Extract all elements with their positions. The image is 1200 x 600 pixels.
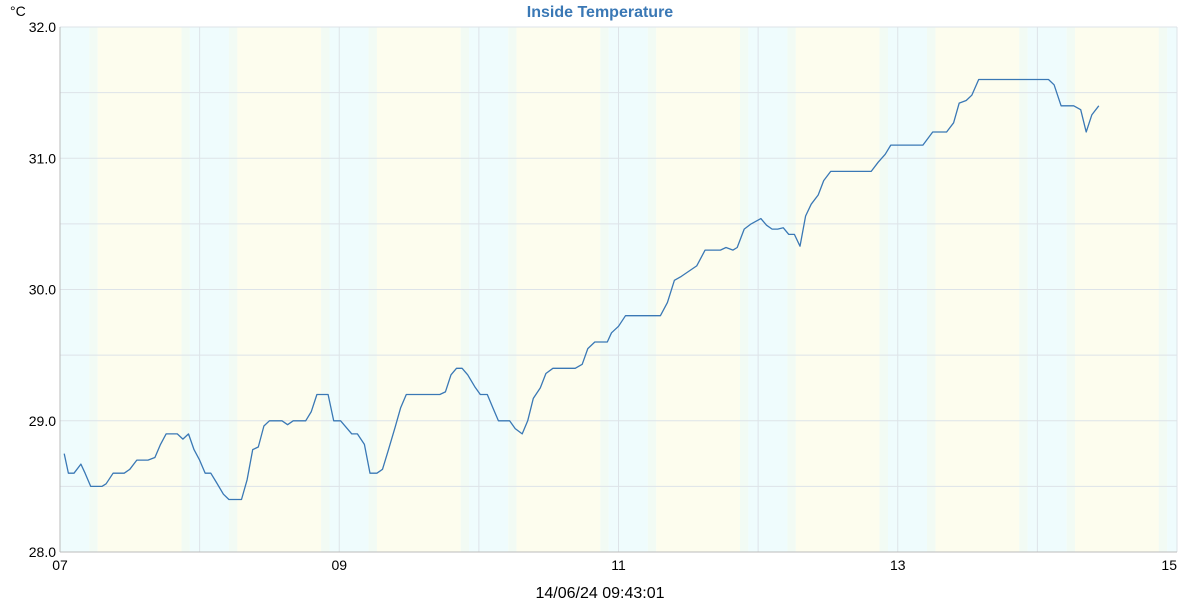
y-axis-unit-label: °C — [10, 3, 26, 19]
y-tick-label: 31.0 — [29, 150, 56, 166]
x-tick-label: 11 — [611, 557, 626, 573]
x-tick-label: 15 — [1161, 557, 1177, 573]
axes — [59, 27, 1177, 553]
y-tick-label: 30.0 — [29, 282, 56, 298]
gridlines — [59, 26, 1178, 553]
series-line-0 — [63, 78, 1100, 501]
x-tick-label: 09 — [331, 557, 347, 573]
data-series — [63, 78, 1100, 501]
timestamp-label: 14/06/24 09:43:01 — [535, 585, 664, 600]
y-tick-label: 29.0 — [29, 413, 56, 429]
y-tick-label: 32.0 — [29, 19, 56, 35]
x-tick-label: 13 — [890, 557, 906, 573]
tick-labels: 28.0 29.0 30.0 31.0 32.0 07 09 11 13 15 — [29, 19, 1177, 573]
chart-title: Inside Temperature — [527, 4, 674, 21]
y-tick-label: 28.0 — [29, 544, 56, 560]
x-tick-label: 07 — [52, 557, 68, 573]
